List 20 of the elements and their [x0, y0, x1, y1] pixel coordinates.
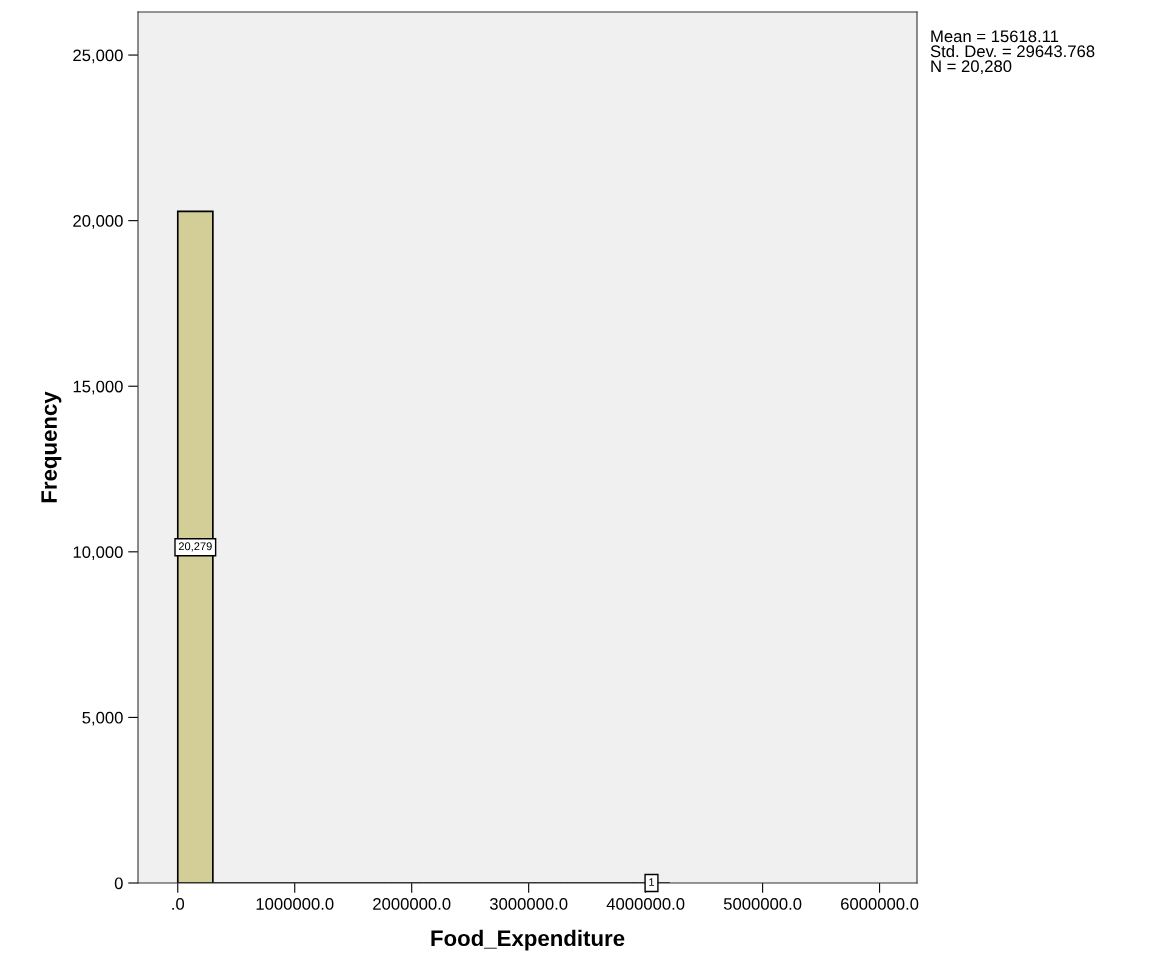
text: Std. Dev. = 29643.768 — [930, 44, 1095, 58]
text: Mean = 15618.11 — [931, 30, 1059, 43]
y-tick-label: 15,000 — [73, 380, 123, 395]
y-axis-title: Frequency — [41, 391, 62, 503]
x-tick-label: 4000000.0 — [606, 898, 685, 910]
y-tick-label: 10,000 — [73, 546, 123, 560]
data-label: 1 — [649, 878, 655, 886]
data-label: 20,279 — [178, 542, 212, 552]
x-tick-label: 2000000.0 — [373, 898, 451, 910]
text: N = 20,280 — [931, 60, 1012, 75]
x-axis-title: Food_Expenditure — [431, 929, 625, 951]
x-tick-label: 6000000.0 — [841, 898, 919, 910]
y-tick-label: 20,000 — [73, 215, 123, 229]
y-tick-label: 5,000 — [82, 711, 123, 726]
x-tick-label: 1000000.0 — [256, 898, 334, 910]
x-tick-label: 3000000.0 — [489, 898, 568, 910]
x-tick-label: 5000000.0 — [723, 898, 802, 910]
x-tick-label: .0 — [172, 898, 185, 910]
y-tick-label: 25,000 — [73, 49, 123, 64]
y-tick-label: 0 — [114, 877, 123, 890]
